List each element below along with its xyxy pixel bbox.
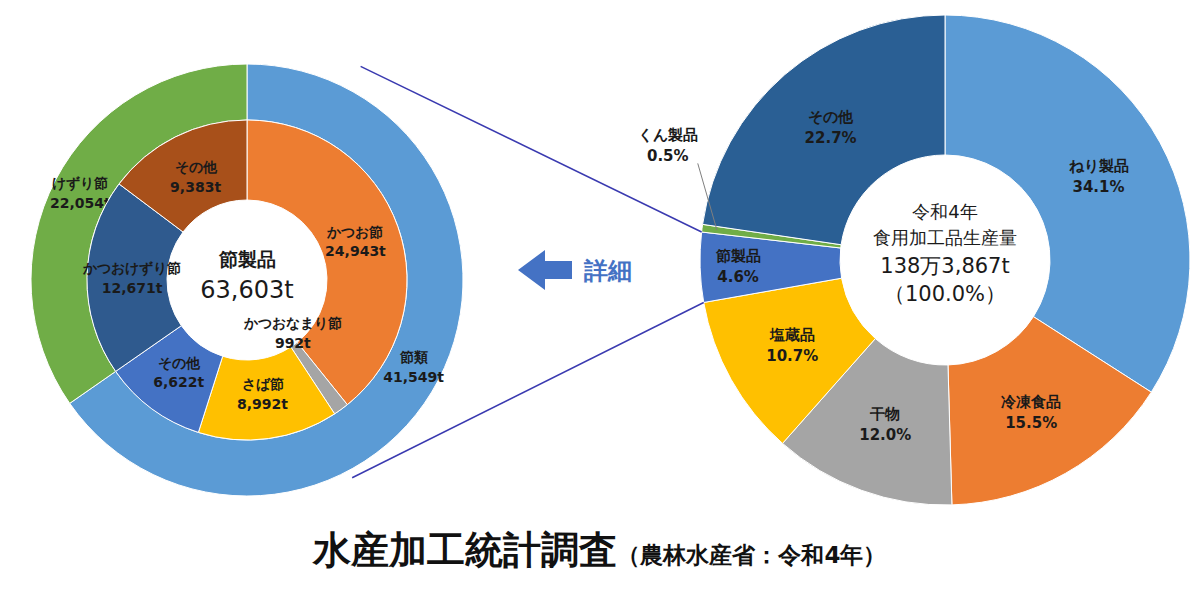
slice	[119, 120, 247, 232]
title: 水産加工統計調査	[312, 528, 617, 572]
category-label: 塩蔵品	[769, 326, 815, 344]
value-label: 15.5%	[1005, 414, 1057, 432]
category-label: ねり製品	[1069, 157, 1129, 175]
slice-label: その他 22.7%	[805, 108, 857, 147]
slice-label: 干物 12.0%	[859, 405, 911, 444]
center-text: 令和4年	[912, 201, 977, 222]
value-label: 12,671t	[102, 280, 163, 296]
slice-label: その他 9,383t	[170, 159, 221, 195]
page-title: 水産加工統計調査（農林水産省：令和4年）	[312, 528, 886, 572]
ring: 節類 41,549t けずり節 22,054t	[31, 64, 463, 496]
value-label: 34.1%	[1073, 178, 1125, 196]
center-subtitle: 63,603t	[200, 276, 293, 304]
value-label: 9,383t	[170, 179, 221, 195]
category-label: 節製品	[715, 247, 761, 265]
slice-label: かつおなまり節 992t	[243, 315, 342, 351]
category-label: その他	[175, 159, 218, 175]
category-label: かつおけずり節	[82, 260, 181, 277]
center-text: 138万3,867t	[880, 254, 1009, 278]
slice	[704, 278, 876, 443]
slice-label: くん製品 0.5%	[638, 126, 698, 165]
leader-line	[698, 163, 717, 230]
value-label: 22,054t	[50, 195, 111, 211]
value-label: 10.7%	[766, 347, 818, 365]
category-label: 冷凍食品	[1001, 393, 1061, 411]
arrow	[518, 250, 572, 290]
category-label: さば節	[242, 376, 284, 392]
slice-label: その他 6,622t	[153, 355, 204, 391]
slice-label: かつおけずり節 12,671t	[82, 260, 181, 296]
category-label: 干物	[869, 405, 900, 423]
category-label: くん製品	[638, 126, 698, 144]
figure: 節類 41,549t けずり節 22,054t かつお節 24,943t かつおなまり節 99…	[0, 0, 1200, 590]
ring: かつお節 24,943t かつおなまり節 992t さば節 8,992t その他 6,622t…	[82, 120, 407, 440]
category-label: かつおなまり節	[243, 315, 342, 331]
category-label: その他	[158, 355, 201, 371]
value-label: 8,992t	[237, 396, 288, 412]
value-label: 992t	[275, 335, 311, 351]
slice	[703, 15, 945, 245]
slice-label: 節製品 4.6%	[715, 247, 761, 286]
slice	[31, 64, 247, 403]
center-text: （100.0%）	[884, 282, 1006, 306]
ring: ねり製品 34.1% 冷凍食品 15.5% 干物 12.0% 塩蔵品 10.7% 節製品 4.6%…	[638, 15, 1190, 505]
slice-label: かつお節 24,943t	[325, 224, 386, 260]
arrow-label: 詳細	[583, 257, 632, 285]
category-label: かつお節	[326, 224, 383, 240]
slice-label: 節類 41,549t	[383, 349, 444, 385]
slice-label: ねり製品 34.1%	[1069, 157, 1129, 196]
category-label: けずり節	[52, 175, 108, 192]
value-label: 24,943t	[325, 243, 386, 259]
value-label: 41,549t	[383, 369, 444, 385]
category-label: その他	[808, 108, 854, 126]
value-label: 6,622t	[153, 374, 204, 390]
slice	[948, 317, 1151, 505]
slice-label: 塩蔵品 10.7%	[766, 326, 818, 365]
connector	[352, 302, 704, 477]
slice	[945, 15, 1190, 392]
connector	[361, 66, 702, 232]
value-label: 0.5%	[647, 147, 689, 165]
slice-label: けずり節 22,054t	[50, 175, 111, 211]
slice-label: さば節 8,992t	[237, 376, 288, 412]
slice-label: 冷凍食品 15.5%	[1001, 393, 1061, 432]
center-text: 食用加工品生産量	[873, 227, 1017, 248]
value-label: 22.7%	[805, 129, 857, 147]
center-title: 節製品	[218, 248, 276, 270]
source: （農林水産省：令和4年）	[617, 542, 886, 568]
category-label: 節類	[399, 349, 428, 365]
value-label: 12.0%	[859, 426, 911, 444]
value-label: 4.6%	[717, 268, 759, 286]
